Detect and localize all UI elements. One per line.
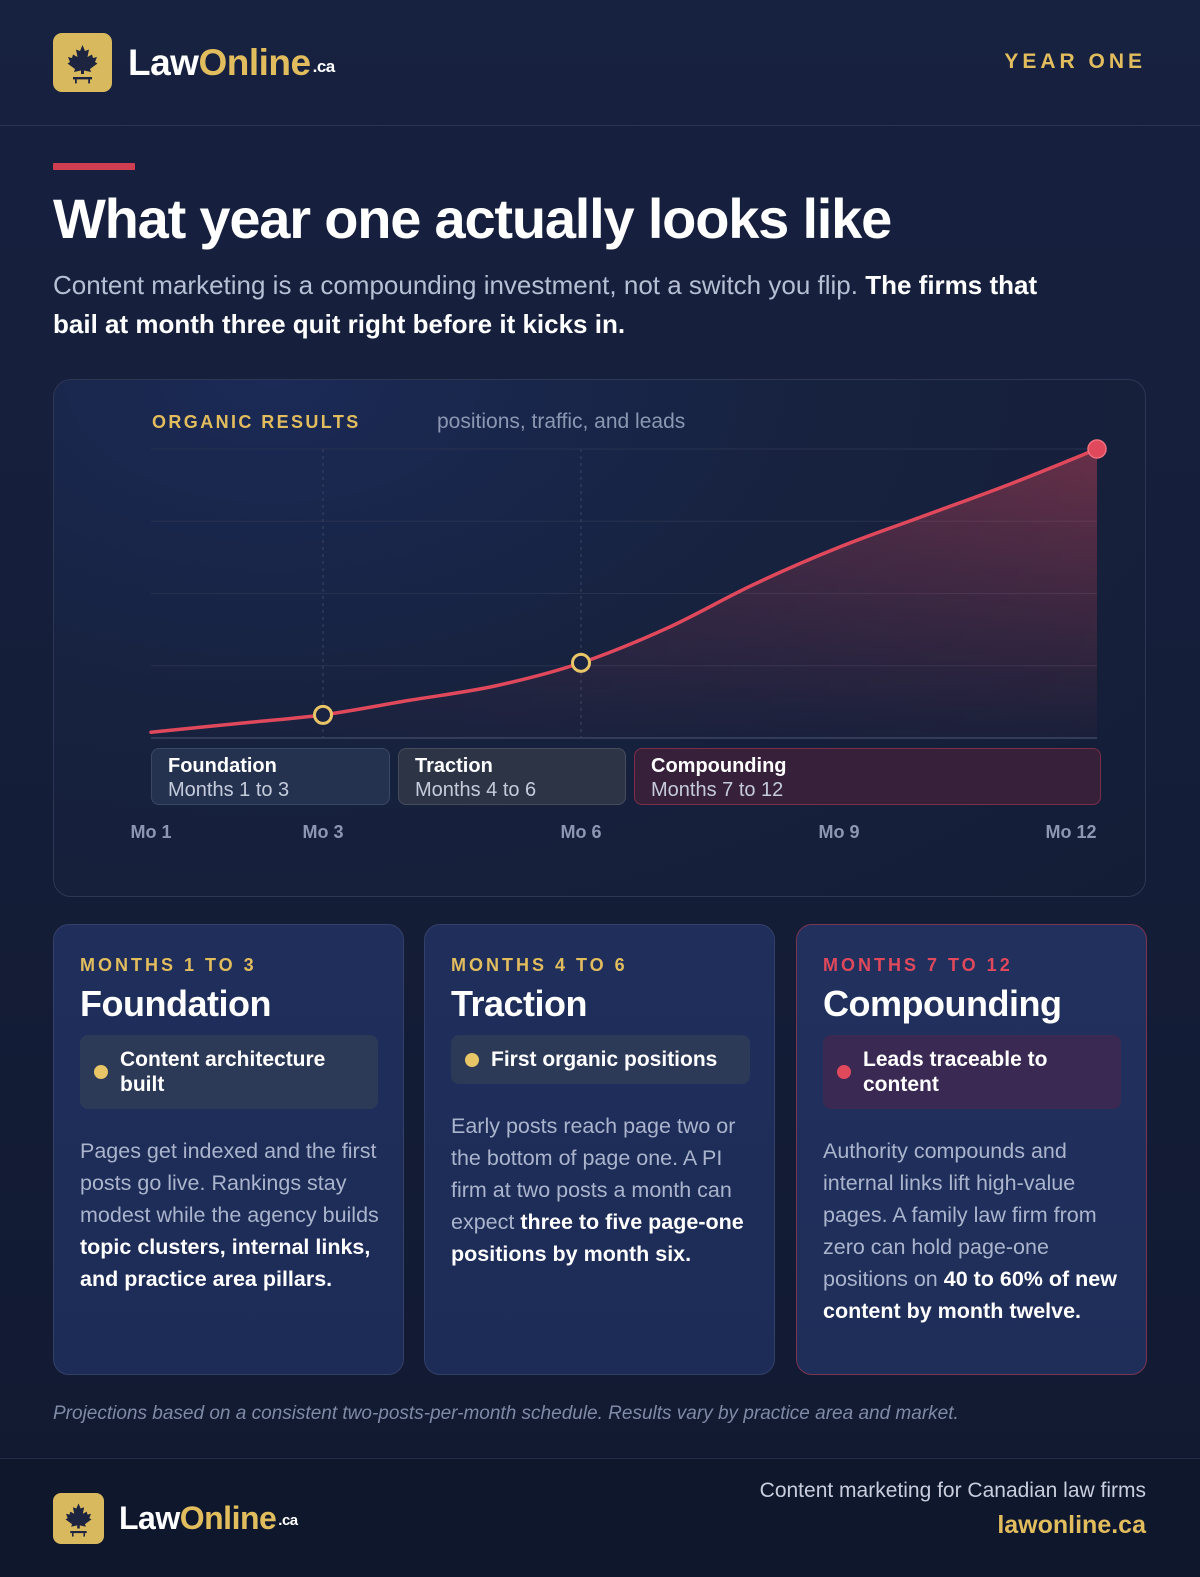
milestone-dot-icon [94,1065,108,1079]
milestone-dot-icon [465,1052,479,1067]
phase-range: Months 4 to 6 [415,779,537,801]
header: LawOnline .ca YEAR ONE [0,0,1200,126]
card-title: Foundation [80,983,271,1024]
chart-card: ORGANIC RESULTS positions, traffic, and … [53,379,1146,897]
logo-icon[interactable] [53,33,112,92]
card-body-plain: Early posts reach page two or the bottom… [451,1114,736,1234]
milestone-badge: First organic positions [451,1035,750,1084]
brand-part-1: Law [128,42,199,83]
card-body: Early posts reach page two or the bottom… [451,1110,757,1270]
x-tick-label: Mo 9 [818,822,860,842]
card-body-plain: Authority compounds and internal links l… [823,1139,1097,1291]
subtitle-bold: The firms that bail at month three quit … [53,270,1038,339]
phase-name: Compounding [651,755,787,777]
phase-compounding: Compounding Months 7 to 12 [634,748,1101,805]
milestone-dot-icon [837,1065,851,1079]
phase-foundation: Foundation Months 1 to 3 [151,748,390,805]
card-body-bold: topic clusters, internal links, and prac… [80,1235,371,1291]
card-title: Traction [451,983,588,1024]
footer-tagline: Content marketing for Canadian law firms [759,1479,1146,1502]
card-foundation: MONTHS 1 TO 3 Foundation Content archite… [53,924,404,1375]
page-subtitle: Content marketing is a compounding inves… [53,266,1053,344]
brand-suffix: .ca [278,1512,298,1529]
accent-bar [53,163,135,170]
milestone-text: Leads traceable to content [863,1048,1048,1096]
chart-label: ORGANIC RESULTS [152,412,361,432]
milestone-text: Content architecture built [120,1048,326,1096]
brand-part-2: Online [179,1500,277,1536]
year-tag: YEAR ONE [1004,50,1146,73]
footer-logo-icon[interactable] [53,1493,104,1544]
x-tick-label: Mo 1 [130,822,172,842]
subtitle-plain: Content marketing is a compounding inves… [53,270,858,300]
milestone-marker [313,704,333,725]
x-tick-label: Mo 12 [1045,822,1097,842]
x-tick-label: Mo 6 [560,822,602,842]
card-body: Pages get indexed and the first posts go… [80,1135,386,1295]
card-eyebrow: MONTHS 1 TO 3 [80,955,257,975]
card-body-bold: three to five page-one positions by mont… [451,1210,744,1266]
brand-part-2: Online [198,42,311,83]
maple-leaf-icon [67,45,98,84]
milestone-badge: Leads traceable to content [823,1035,1121,1109]
milestone-marker [571,652,591,673]
maple-leaf-icon [65,1503,92,1537]
milestone-badge: Content architecture built [80,1035,378,1109]
card-compounding: MONTHS 7 TO 12 Compounding Leads traceab… [796,924,1147,1375]
card-eyebrow: MONTHS 7 TO 12 [823,955,1013,975]
brand-part-1: Law [119,1500,180,1536]
card-body-plain: Pages get indexed and the first posts go… [80,1139,379,1227]
phase-name: Traction [415,755,493,777]
card-body: Authority compounds and internal links l… [823,1135,1129,1327]
brand-suffix: .ca [312,57,336,76]
endpoint-marker [1087,439,1107,459]
footnote: Projections based on a consistent two-po… [53,1403,959,1424]
milestone-text: First organic positions [491,1048,718,1071]
growth-chart [149,439,1107,739]
footer-brand-name[interactable]: LawOnline .ca [119,1499,298,1537]
phase-range: Months 1 to 3 [168,779,290,801]
card-traction: MONTHS 4 TO 6 Traction First organic pos… [424,924,775,1375]
phase-range: Months 7 to 12 [651,779,784,801]
card-title: Compounding [823,983,1062,1024]
brand-name[interactable]: LawOnline .ca [128,41,335,85]
x-tick-label: Mo 3 [302,822,344,842]
page-title: What year one actually looks like [53,187,892,250]
chart-sublabel: positions, traffic, and leads [437,410,686,433]
footer-url-link[interactable]: lawonline.ca [997,1511,1146,1539]
phase-name: Foundation [168,755,277,777]
card-body-bold: 40 to 60% of new content by month twelve… [823,1267,1117,1323]
card-eyebrow: MONTHS 4 TO 6 [451,955,628,975]
series-area [151,449,1097,738]
footer: LawOnline .ca Content marketing for Canad… [0,1458,1200,1577]
phase-traction: Traction Months 4 to 6 [398,748,626,805]
